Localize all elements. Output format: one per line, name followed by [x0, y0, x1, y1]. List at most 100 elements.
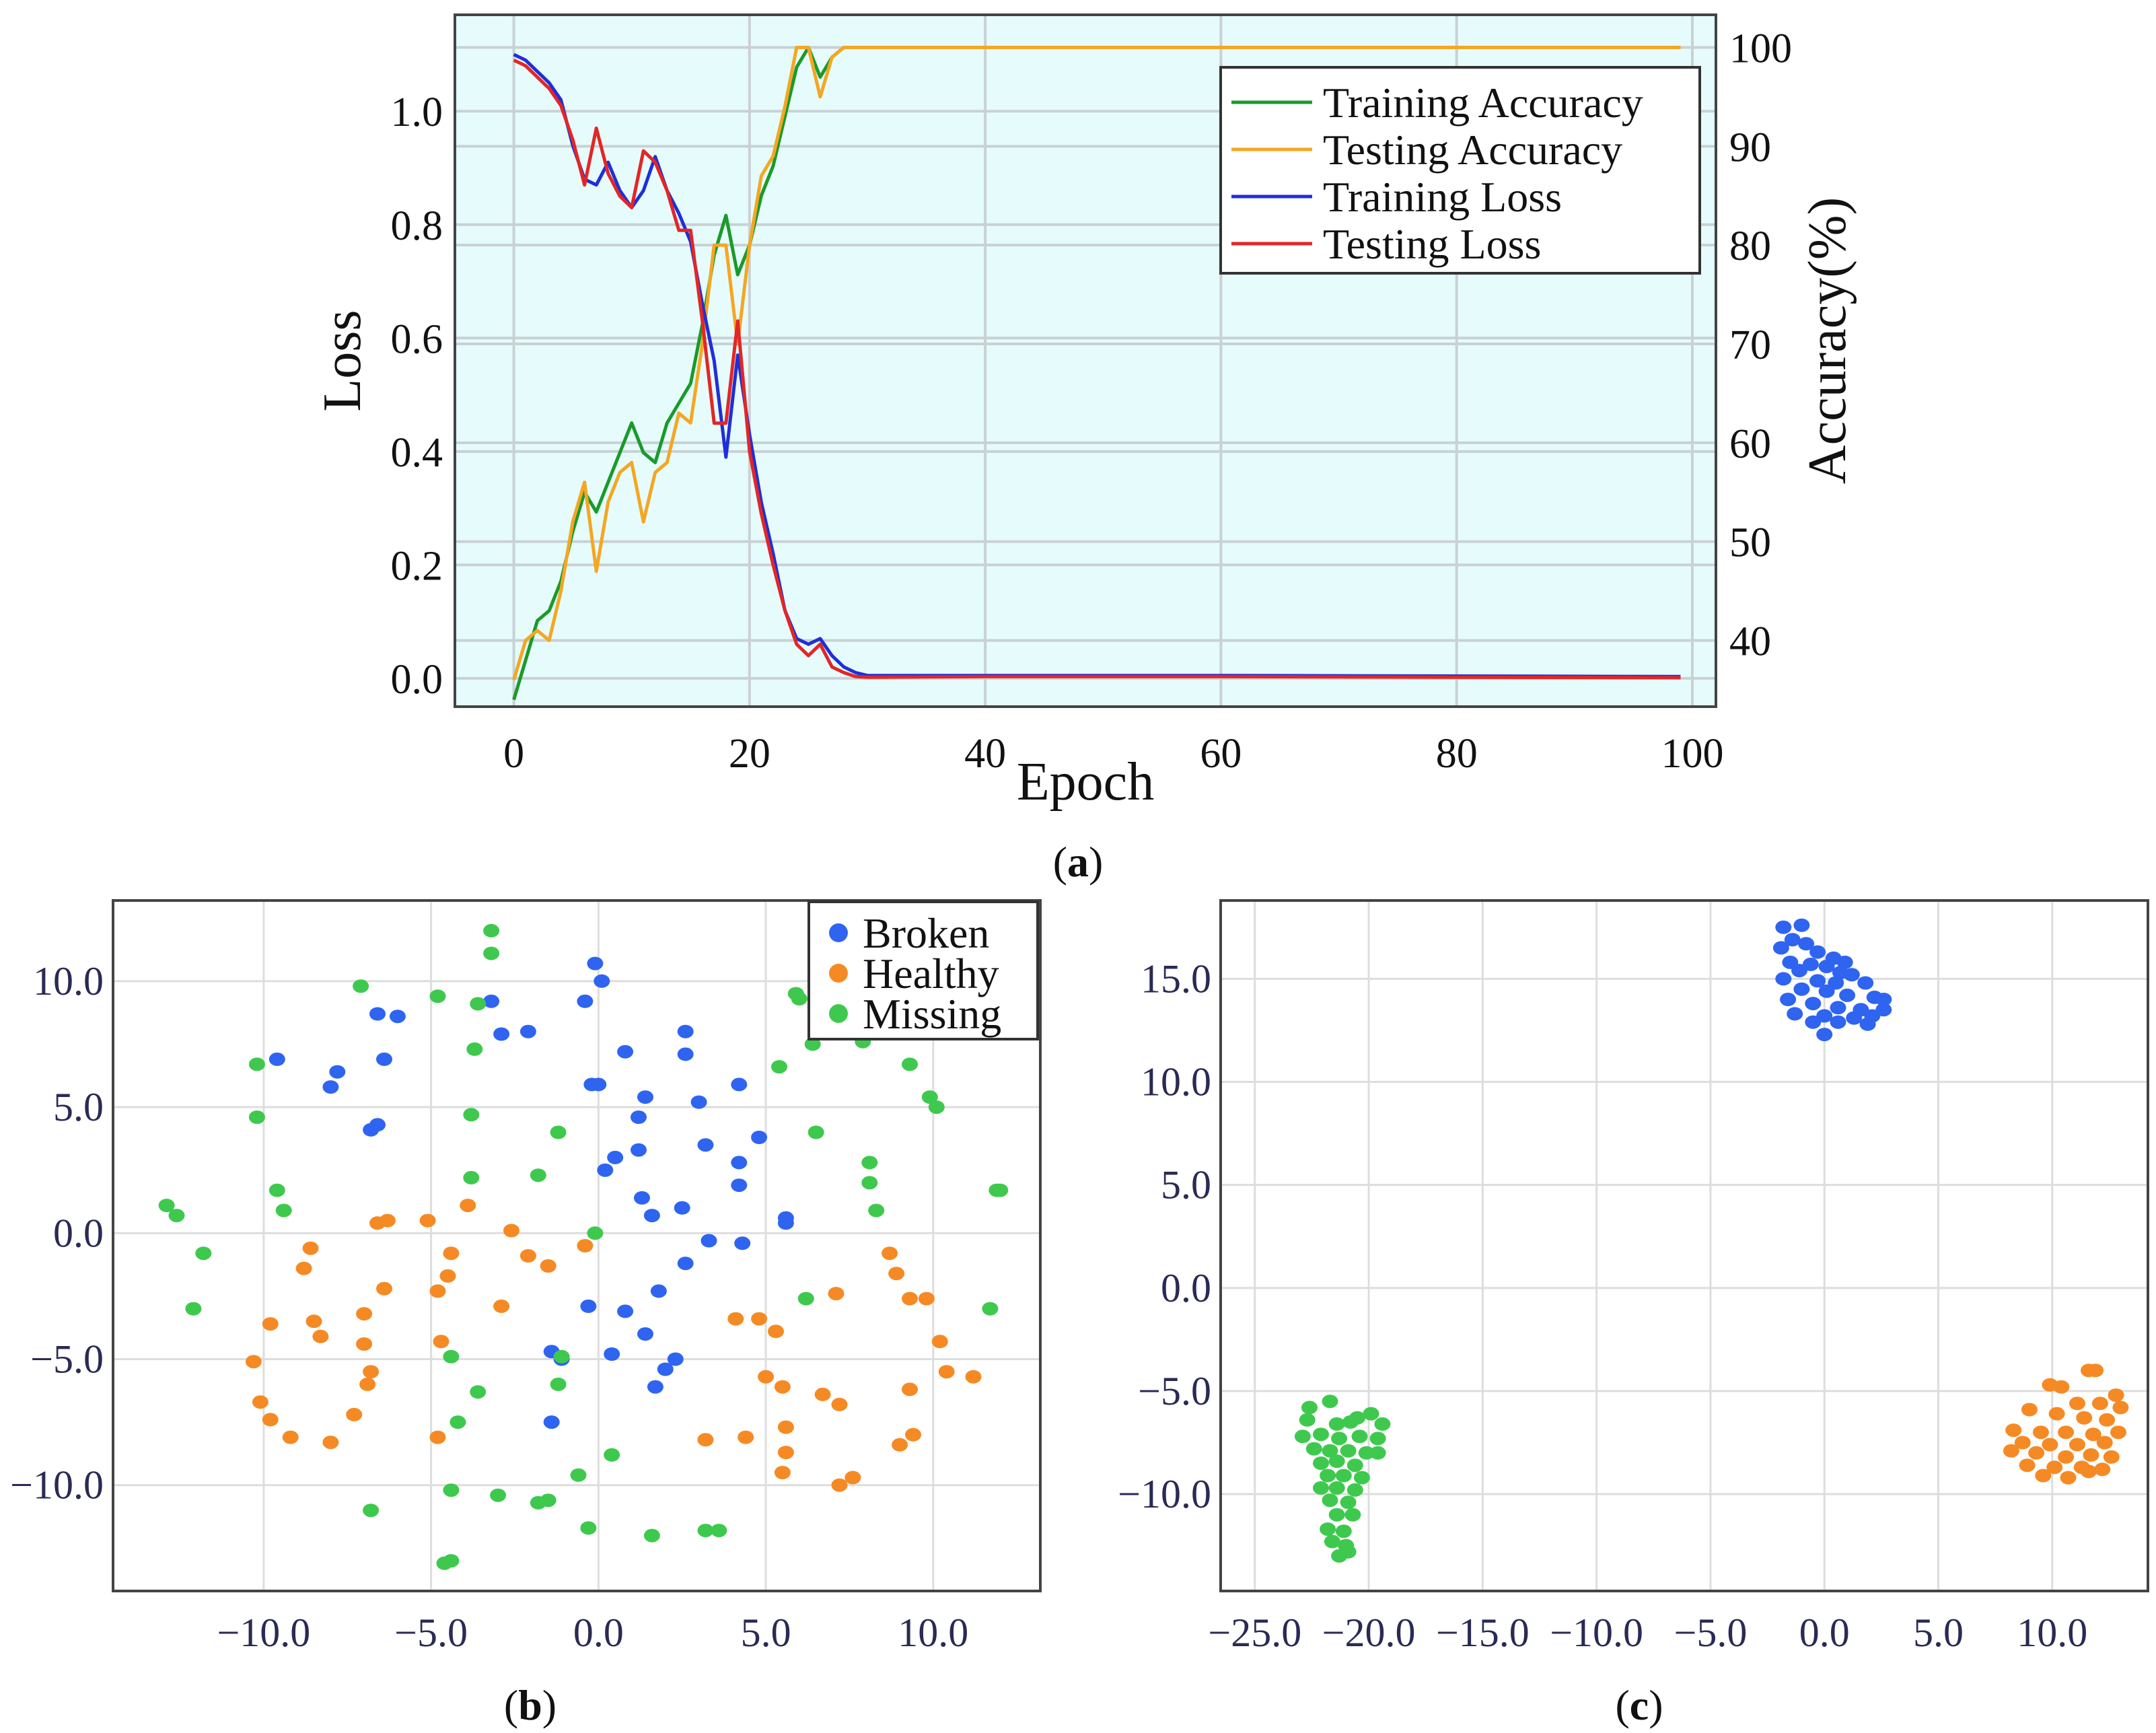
panel-b-healthy-point: [888, 1267, 905, 1281]
panel-b-broken-point: [607, 1150, 624, 1164]
panel-b-plot-frame: [112, 899, 1042, 1592]
panel-c-missing-point: [1301, 1401, 1318, 1415]
panel-b-gridlines: [113, 900, 1040, 1591]
panel-c-broken-point: [1836, 955, 1853, 969]
panel-c-missing-point: [1328, 1454, 1345, 1469]
panel-b-broken-point: [734, 1236, 751, 1250]
panel-b-missing-point: [868, 1203, 885, 1217]
panel-c-missing-point: [1340, 1444, 1357, 1458]
panel-b-points: [158, 923, 1009, 1570]
panel-c-missing-point: [1328, 1417, 1345, 1431]
panel-b-healthy-point: [282, 1430, 299, 1444]
panel-b-broken-point: [690, 1095, 707, 1109]
panel-b-broken-point: [322, 1080, 339, 1094]
panel-c-x-tick-label: −20.0: [1322, 1611, 1416, 1655]
panel-b-healthy-point: [245, 1355, 262, 1369]
panel-c-broken-point: [1793, 918, 1810, 932]
panel-b-missing-point: [463, 1108, 480, 1122]
panel-b-healthy-point: [831, 1478, 848, 1492]
panel-c-broken-point: [1775, 920, 1792, 934]
panel-c-broken-point: [1846, 1011, 1863, 1025]
panel-b-healthy-point: [540, 1259, 556, 1273]
panel-b-legend-marker-missing: [829, 1004, 848, 1023]
panel-c-healthy-point: [2096, 1436, 2113, 1450]
panel-b-healthy-point: [727, 1312, 744, 1326]
panel-c-missing-point: [1363, 1407, 1379, 1421]
panel-b-broken-point: [594, 974, 610, 988]
panel-a-x-tick-label: 60: [1200, 731, 1242, 777]
panel-b-healthy-point: [519, 1249, 536, 1263]
panel-c-x-tick-label: 5.0: [1913, 1611, 1964, 1655]
panel-b-healthy-point: [768, 1324, 784, 1339]
panel-b-missing-point: [530, 1168, 546, 1182]
panel-c-broken-point: [1875, 1003, 1892, 1017]
panel-a-legend-label-testing-accuracy: Testing Accuracy: [1323, 126, 1622, 174]
panel-c-missing-point: [1340, 1545, 1357, 1559]
panel-b-broken-point: [577, 994, 594, 1008]
panel-b-missing-point: [797, 1292, 814, 1306]
panel-c-broken-point: [1830, 1001, 1846, 1015]
panel-c-broken-point: [1809, 974, 1826, 988]
caption-c-letter: c: [1630, 1681, 1649, 1729]
panel-b-x-tick-label: −10.0: [217, 1611, 310, 1655]
panel-b-missing-point: [185, 1302, 202, 1316]
panel-b-healthy-point: [356, 1307, 373, 1321]
panel-a-testing-accuracy-line: [512, 46, 1681, 681]
panel-b-healthy-point: [814, 1387, 831, 1401]
panel-b-healthy-point: [262, 1317, 279, 1331]
panel-a-y-tick-label: 0.0: [391, 657, 443, 703]
panel-b-healthy-point: [738, 1430, 754, 1444]
panel-b-missing-point: [463, 1170, 480, 1184]
panel-b-broken-point: [389, 1010, 406, 1024]
panel-b-broken-point: [637, 1327, 653, 1341]
panel-b-healthy-point: [965, 1370, 982, 1384]
panel-a-legend-label-training-accuracy: Training Accuracy: [1323, 79, 1643, 127]
panel-b-healthy-point: [439, 1269, 456, 1283]
panel-c-scatter-chart: −25.0 −20.0 −15.0 −10.0 −5.0 0.0 5.0 10.0−10.0−…: [1118, 899, 2149, 1655]
panel-c-broken-point: [1780, 993, 1797, 1006]
panel-c-healthy-point: [2053, 1380, 2070, 1394]
panel-c-missing-point: [1346, 1483, 1363, 1497]
panel-b-healthy-point: [460, 1199, 476, 1213]
panel-a-right-y-tick-label: 80: [1729, 223, 1771, 269]
panel-a-tick-labels: 0 20 40 60 80 100 0.0 0.2 0.4 0.6 0.8 1.0 40 50 60 70 80…: [391, 26, 1793, 777]
panel-b-healthy-point: [252, 1395, 268, 1409]
panel-b-healthy-point: [892, 1438, 908, 1452]
panel-c-missing-point: [1305, 1442, 1322, 1456]
panel-a-plot-frame: [454, 13, 1717, 708]
panel-a-x-axis-title: Epoch: [1017, 752, 1154, 812]
panel-b-healthy-point: [931, 1335, 948, 1349]
panel-b-healthy-point: [433, 1335, 450, 1349]
panel-b-y-tick-label: −5.0: [30, 1337, 104, 1382]
panel-b-missing-point: [275, 1203, 292, 1217]
panel-c-broken-point: [1839, 988, 1856, 1002]
panel-b-missing-point: [483, 946, 500, 960]
panel-c-healthy-point: [2094, 1462, 2111, 1477]
panel-b-x-tick-label: 5.0: [741, 1611, 791, 1655]
panel-c-points: [1294, 918, 2129, 1563]
panel-a-right-y-tick-label: 60: [1729, 421, 1771, 467]
panel-b-legend-label-missing: Missing: [863, 990, 1001, 1038]
panel-a-right-y-axis-title: Accuracy(%): [1798, 197, 1857, 484]
caption-a-letter: a: [1067, 838, 1089, 886]
panel-b-missing-point: [353, 979, 369, 993]
panel-c-broken-point: [1859, 1017, 1876, 1031]
panel-c-missing-point: [1324, 1534, 1340, 1549]
panel-a-right-y-tick-label: 50: [1729, 520, 1771, 566]
panel-b-missing-point: [804, 1037, 821, 1051]
panel-b-missing-point: [540, 1493, 556, 1508]
panel-c-missing-point: [1340, 1495, 1357, 1510]
panel-c-broken-point: [1857, 976, 1874, 990]
panel-b-missing-point: [363, 1504, 380, 1518]
panel-c-healthy-point: [2108, 1388, 2124, 1402]
panel-b-missing-point: [550, 1125, 567, 1139]
panel-b-broken-point: [731, 1077, 748, 1092]
panel-b-healthy-point: [938, 1365, 955, 1379]
panel-b-healthy-point: [379, 1213, 396, 1228]
panel-b-healthy-point: [697, 1433, 714, 1447]
caption-c: (c): [1615, 1681, 1663, 1729]
panel-b-missing-point: [604, 1448, 620, 1462]
panel-b-healthy-point: [902, 1382, 918, 1396]
panel-c-y-tick-label: 0.0: [1161, 1266, 1211, 1310]
panel-b-healthy-point: [758, 1370, 775, 1384]
